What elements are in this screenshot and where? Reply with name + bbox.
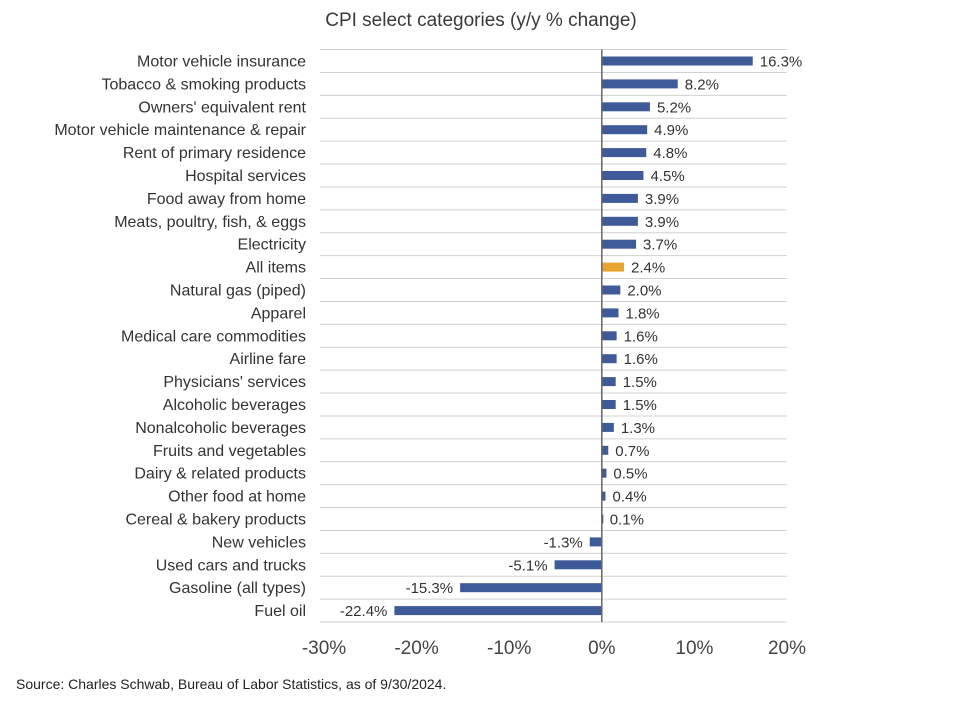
category-label: Tobacco & smoking products [101,76,306,93]
bar [601,239,637,249]
value-label: 0.1% [610,512,644,529]
bar [460,583,602,593]
category-label: Other food at home [168,489,306,506]
category-label: Gasoline (all types) [169,580,306,597]
value-label: -1.3% [544,534,583,551]
value-label: 3.9% [645,191,679,208]
category-label: Dairy & related products [134,466,306,483]
bar [554,560,602,570]
value-label: 8.2% [685,76,719,93]
value-label: 1.6% [624,328,658,345]
category-label: Fruits and vegetables [153,443,306,460]
x-tick-label: 20% [768,638,806,659]
x-tick-label: -30% [302,638,346,659]
value-label: 2.4% [631,260,665,277]
source-note: Source: Charles Schwab, Bureau of Labor … [16,676,447,692]
category-label: Owners' equivalent rent [138,99,306,116]
value-label: 4.9% [654,122,688,139]
category-label: Used cars and trucks [156,557,306,574]
bar [601,377,616,387]
value-label: 1.6% [624,351,658,368]
bar [601,125,648,135]
category-label: Motor vehicle insurance [137,54,306,71]
chart-title: CPI select categories (y/y % change) [325,10,637,31]
value-label: 0.7% [615,443,649,460]
x-tick-label: 0% [588,638,616,659]
value-label: 0.5% [613,466,647,483]
category-label: Alcoholic beverages [163,397,306,414]
bar [601,262,625,272]
category-label: New vehicles [212,534,306,551]
bar [601,56,753,66]
bar [601,491,606,501]
bar [601,400,616,409]
value-label: 4.8% [653,145,687,162]
value-label: -15.3% [406,580,454,597]
bar [601,285,621,295]
bar [601,79,678,89]
value-label: 5.2% [657,99,691,116]
value-label: 3.7% [643,237,677,254]
category-labels: Motor vehicle insurance Tobacco & smoking… [54,54,306,621]
value-label: -5.1% [508,557,547,574]
x-tick-label: -10% [487,638,531,659]
category-label: Food away from home [147,191,306,208]
bar [601,148,647,158]
value-label: 1.5% [623,374,657,391]
category-label: Natural gas (piped) [170,283,306,300]
category-label: Hospital services [185,168,306,185]
bars [394,56,753,616]
bar [601,422,614,432]
category-label: Fuel oil [254,603,306,620]
bar [589,537,602,547]
value-label: 4.5% [650,168,684,185]
bar [601,102,650,112]
category-label: Physicians' services [163,374,306,391]
bar [601,171,644,180]
category-label: Apparel [251,305,306,322]
x-tick-label: -20% [394,638,438,659]
value-label: 1.3% [621,420,655,437]
category-label: Cereal & bakery products [125,512,306,529]
category-label: Motor vehicle maintenance & repair [54,122,306,139]
category-label: All items [246,260,306,277]
bar [601,193,638,203]
category-label: Airline fare [230,351,307,368]
value-label: 2.0% [627,283,661,300]
gridlines [320,49,787,623]
value-label: 0.4% [613,489,647,506]
value-label: 3.9% [645,214,679,231]
bar [601,445,609,455]
value-label: 1.8% [625,305,659,322]
bar [601,468,607,478]
value-labels: 16.3% 8.2% 5.2% 4.9% 4.8% 4.5% 3.9% 3.9% 3.7% 2.4… [340,54,802,621]
bar [601,331,617,341]
value-label: -22.4% [340,603,388,620]
category-label: Rent of primary residence [123,145,306,162]
category-label: Meats, poultry, fish, & eggs [114,214,306,231]
category-label: Nonalcoholic beverages [135,420,306,437]
bar [601,216,638,226]
x-axis-ticks: -30% -20% -10% 0% 10% 20% [302,638,806,659]
x-tick-label: 10% [675,638,713,659]
value-label: 1.5% [623,397,657,414]
bar [601,308,619,318]
bar [601,354,617,364]
bar [394,606,602,616]
value-label: 16.3% [760,54,803,71]
category-label: Medical care commodities [121,328,306,345]
category-label: Electricity [238,237,306,254]
